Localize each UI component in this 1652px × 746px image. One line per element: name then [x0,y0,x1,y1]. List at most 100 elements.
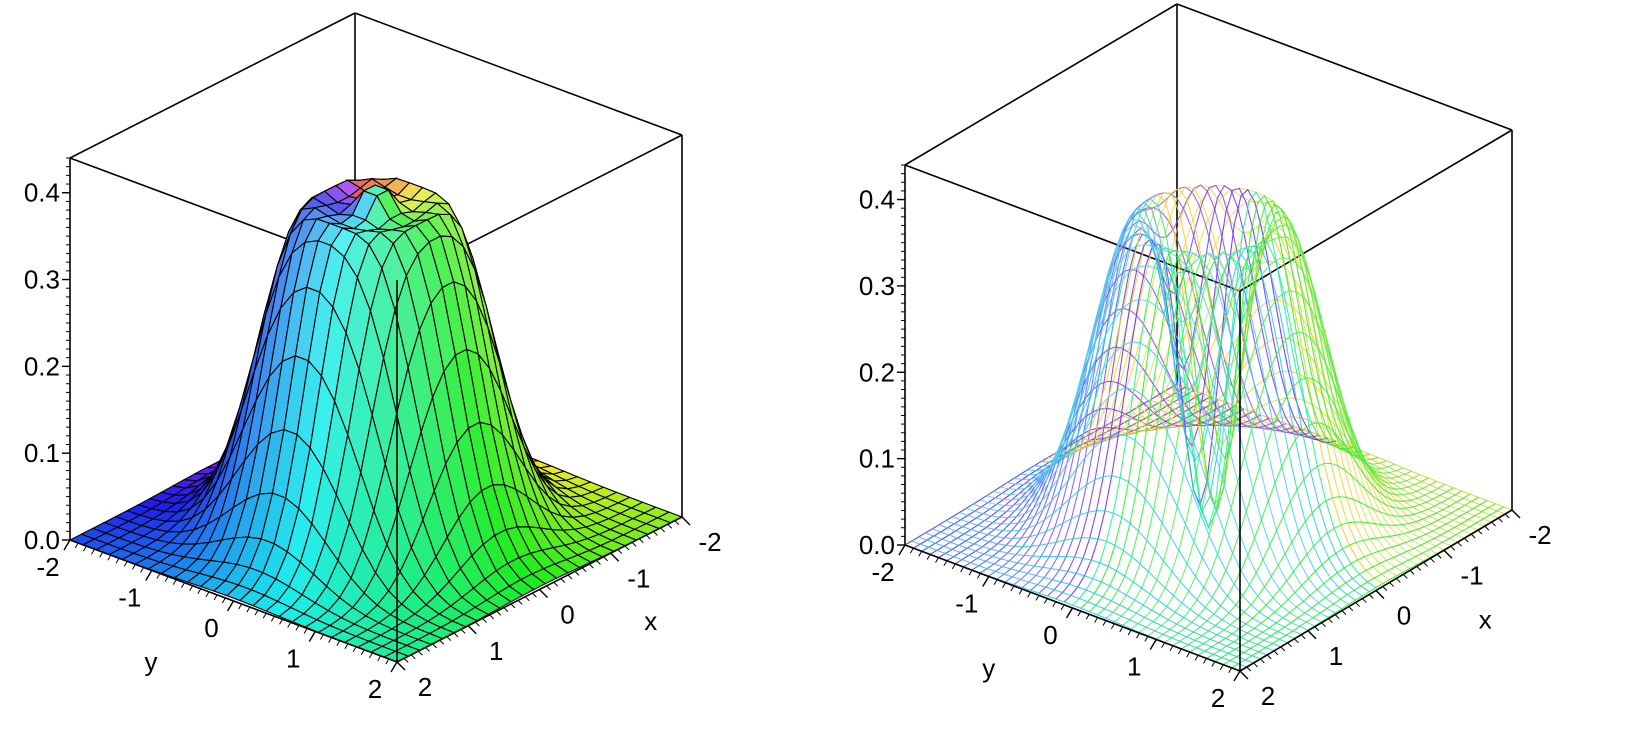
y-minor-tick [140,567,145,573]
x-minor-tick [1287,642,1292,648]
y-minor-tick [1177,648,1182,655]
mesh-line [918,536,1254,664]
x-minor-tick [1368,594,1374,599]
x-minor-tick [1436,553,1442,559]
mesh-line [986,265,1322,623]
x-minor-tick [1457,541,1462,547]
y-minor-tick [1018,588,1023,595]
mesh-line [1155,331,1429,640]
y-minor-tick [1203,658,1207,664]
y-minor-tick [926,554,931,560]
y-tick-label: 2 [368,674,382,704]
y-tick-label: 2 [1211,683,1225,713]
x-minor-tick [574,571,580,576]
y-minor-tick [1094,617,1099,623]
y-minor-tick [213,594,218,601]
x-minor-tick [425,647,430,652]
y-minor-tick [993,579,998,585]
y-minor-tick [1035,595,1040,601]
y-minor-tick [1144,636,1149,642]
y-minor-tick [156,573,161,579]
y-axis: -2 -1 0 1 2 y [871,544,1241,713]
x-minor-tick [581,567,587,573]
x-minor-tick [1409,570,1415,575]
x-minor-tick [1375,590,1381,595]
x-minor-tick [1239,670,1245,676]
y-tick-label: 1 [286,644,300,674]
y-minor-tick [344,643,349,649]
x-tick-label: -2 [1528,520,1551,550]
y-minor-tick [1102,620,1107,626]
y-minor-tick [985,576,990,582]
x-tick-label: 0 [560,600,574,630]
y-minor-tick [311,631,316,637]
z-axis: 0.0 0.1 0.2 0.3 0.4 [24,157,70,555]
y-tick-label: 0 [204,613,218,643]
y-minor-tick [99,551,104,558]
x-minor-tick [1334,614,1340,620]
y-minor-tick [172,579,177,585]
x-minor-tick [539,589,544,594]
y-minor-tick [279,619,283,625]
mesh-line [1114,215,1387,623]
y-minor-tick [1027,591,1032,598]
y-axis-label: y [982,653,995,683]
x-minor-tick [1253,662,1258,668]
y-tick-label: -2 [36,552,59,582]
y-minor-tick [287,622,292,628]
x-minor-tick [1246,666,1252,672]
y-minor-tick [295,625,300,631]
y-minor-tick [1194,654,1199,661]
z-tick-label: 0.1 [24,438,60,468]
x-minor-tick [482,618,487,623]
x-tick-label: -1 [627,563,650,593]
x-minor-tick [1348,606,1354,611]
x-minor-tick [589,563,594,569]
y-tick-label: -2 [871,557,894,587]
box-edge [354,12,683,136]
y-minor-tick [66,539,71,546]
y-minor-tick [1219,664,1224,670]
y-minor-tick [909,547,914,554]
x-minor-tick [1396,578,1401,583]
x-minor-tick [1300,634,1306,640]
mesh-line [1097,203,1370,616]
x-minor-tick [1491,521,1496,527]
y-minor-tick [1110,623,1115,630]
x-minor-tick [1402,574,1408,579]
x-tick-label: 1 [1329,641,1343,671]
y-minor-tick [1077,610,1082,617]
z-tick-label: 0.0 [24,525,60,555]
x-minor-tick [1307,630,1313,636]
mesh-line [1181,462,1454,650]
x-minor-tick [1314,626,1320,632]
z-tick-label: 0.4 [24,178,60,208]
x-minor-tick [1389,582,1394,587]
mesh-line [1164,377,1437,643]
y-minor-tick [968,569,973,576]
x-tick-label: 2 [418,672,432,702]
y-minor-tick [943,560,948,567]
x-minor-tick [517,600,523,605]
surface-plot-wireframe: 0.0 0.1 0.2 0.3 0.4 -2 -1 0 1 2 y -2 -1 0 1 2 x [859,3,1552,713]
y-minor-tick [91,548,95,555]
x-minor-tick [410,654,416,660]
x-minor-tick [489,614,494,620]
mesh-line [1223,503,1496,666]
x-minor-tick [546,585,551,591]
z-tick-label: 0.2 [859,357,895,387]
surface [904,184,1513,672]
mesh-line [1105,209,1379,619]
y-minor-tick [369,652,373,659]
mesh-line [938,524,1275,652]
surface-plot-patch: 0.0 0.1 0.2 0.3 0.4 -2 -1 0 1 2 y -2 -1 0 1 2 x [24,12,722,704]
y-minor-tick [377,655,382,662]
y-minor-tick [328,637,333,643]
x-minor-tick [631,542,637,547]
x-minor-tick [418,650,423,656]
y-minor-tick [197,588,202,595]
x-minor-tick [532,592,537,598]
x-minor-tick [1328,618,1333,624]
y-minor-tick [205,591,210,598]
y-tick-label: -1 [118,583,141,613]
